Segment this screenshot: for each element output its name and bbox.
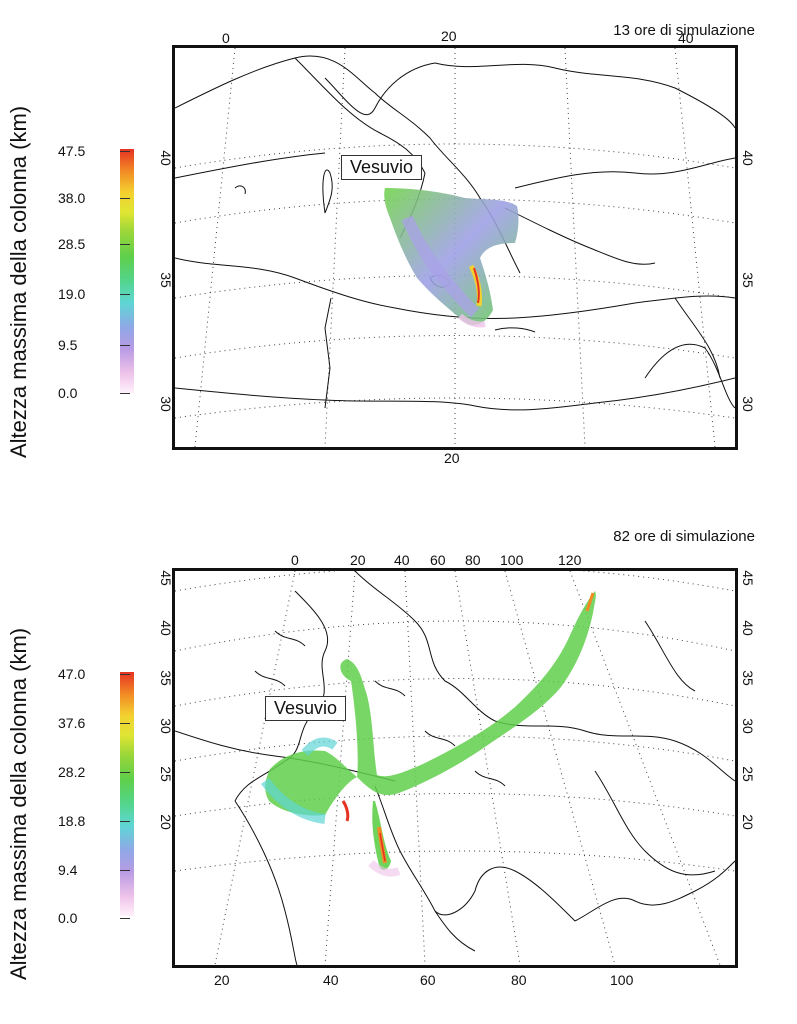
graticule [175,48,735,447]
colorbar [120,672,134,916]
ash-plume [261,591,596,877]
ash-plume [384,188,519,328]
lon-label-top: 0 [222,30,230,46]
volcano-label-vesuvio: Vesuvio [265,696,347,721]
volcano-label-vesuvio: Vesuvio [341,155,423,180]
lat-label-right: 40 [739,620,756,636]
panel-13h: 13 ore di simulazione Altezza massima de… [0,0,797,480]
lat-label-right: 40 [739,150,756,166]
lon-label-top: 40 [678,30,694,46]
colorbar-tick: 18.8 [58,813,130,829]
lat-label-right: 35 [739,272,756,288]
panel-82h: 82 ore di simulazione Altezza massima de… [0,512,797,1024]
lon-label-bottom: 20 [444,450,460,466]
lon-label-bottom: 80 [511,972,527,988]
lon-label-top: 20 [441,28,457,44]
colorbar-tick: 28.5 [58,236,130,252]
map-frame [172,45,738,450]
colorbar-tick: 47.0 [58,666,130,682]
colorbar [120,149,134,393]
lat-label-right: 20 [739,814,756,830]
colorbar-title: Altezza massima della colonna (km) [6,105,31,458]
coastlines [175,571,735,965]
lat-label-right: 35 [739,670,756,686]
lon-label-top: 40 [394,552,410,568]
lat-label-right: 30 [739,396,756,412]
lon-label-bottom: 20 [214,972,230,988]
colorbar-tick: 38.0 [58,190,130,206]
colorbar-tick: 28.2 [58,764,130,780]
simulation-time-label: 82 ore di simulazione [613,528,755,545]
lon-label-top: 120 [558,552,582,568]
lon-label-top: 60 [430,552,446,568]
lon-label-top: 0 [291,552,299,568]
simulation-time-label: 13 ore di simulazione [613,22,755,39]
lat-label-right: 30 [739,718,756,734]
map-canvas [175,48,735,447]
colorbar-tick: 9.5 [58,337,130,353]
map-frame [172,568,738,968]
colorbar-tick: 47.5 [58,143,130,159]
lon-label-bottom: 60 [420,972,436,988]
colorbar-tick: 0.0 [58,385,130,401]
colorbar-tick: 37.6 [58,715,130,731]
lat-label-right: 25 [739,766,756,782]
map-canvas [175,571,735,965]
lon-label-bottom: 40 [323,972,339,988]
colorbar-tick: 9.4 [58,862,130,878]
colorbar-tick: 0.0 [58,910,130,926]
colorbar-tick: 19.0 [58,286,130,302]
lon-label-top: 20 [350,552,366,568]
lon-label-bottom: 100 [610,972,634,988]
colorbar-title: Altezza massima della colonna (km) [6,627,31,980]
lon-label-top: 80 [465,552,481,568]
lat-label-right: 45 [739,570,756,586]
lon-label-top: 100 [500,552,524,568]
graticule [175,571,735,965]
